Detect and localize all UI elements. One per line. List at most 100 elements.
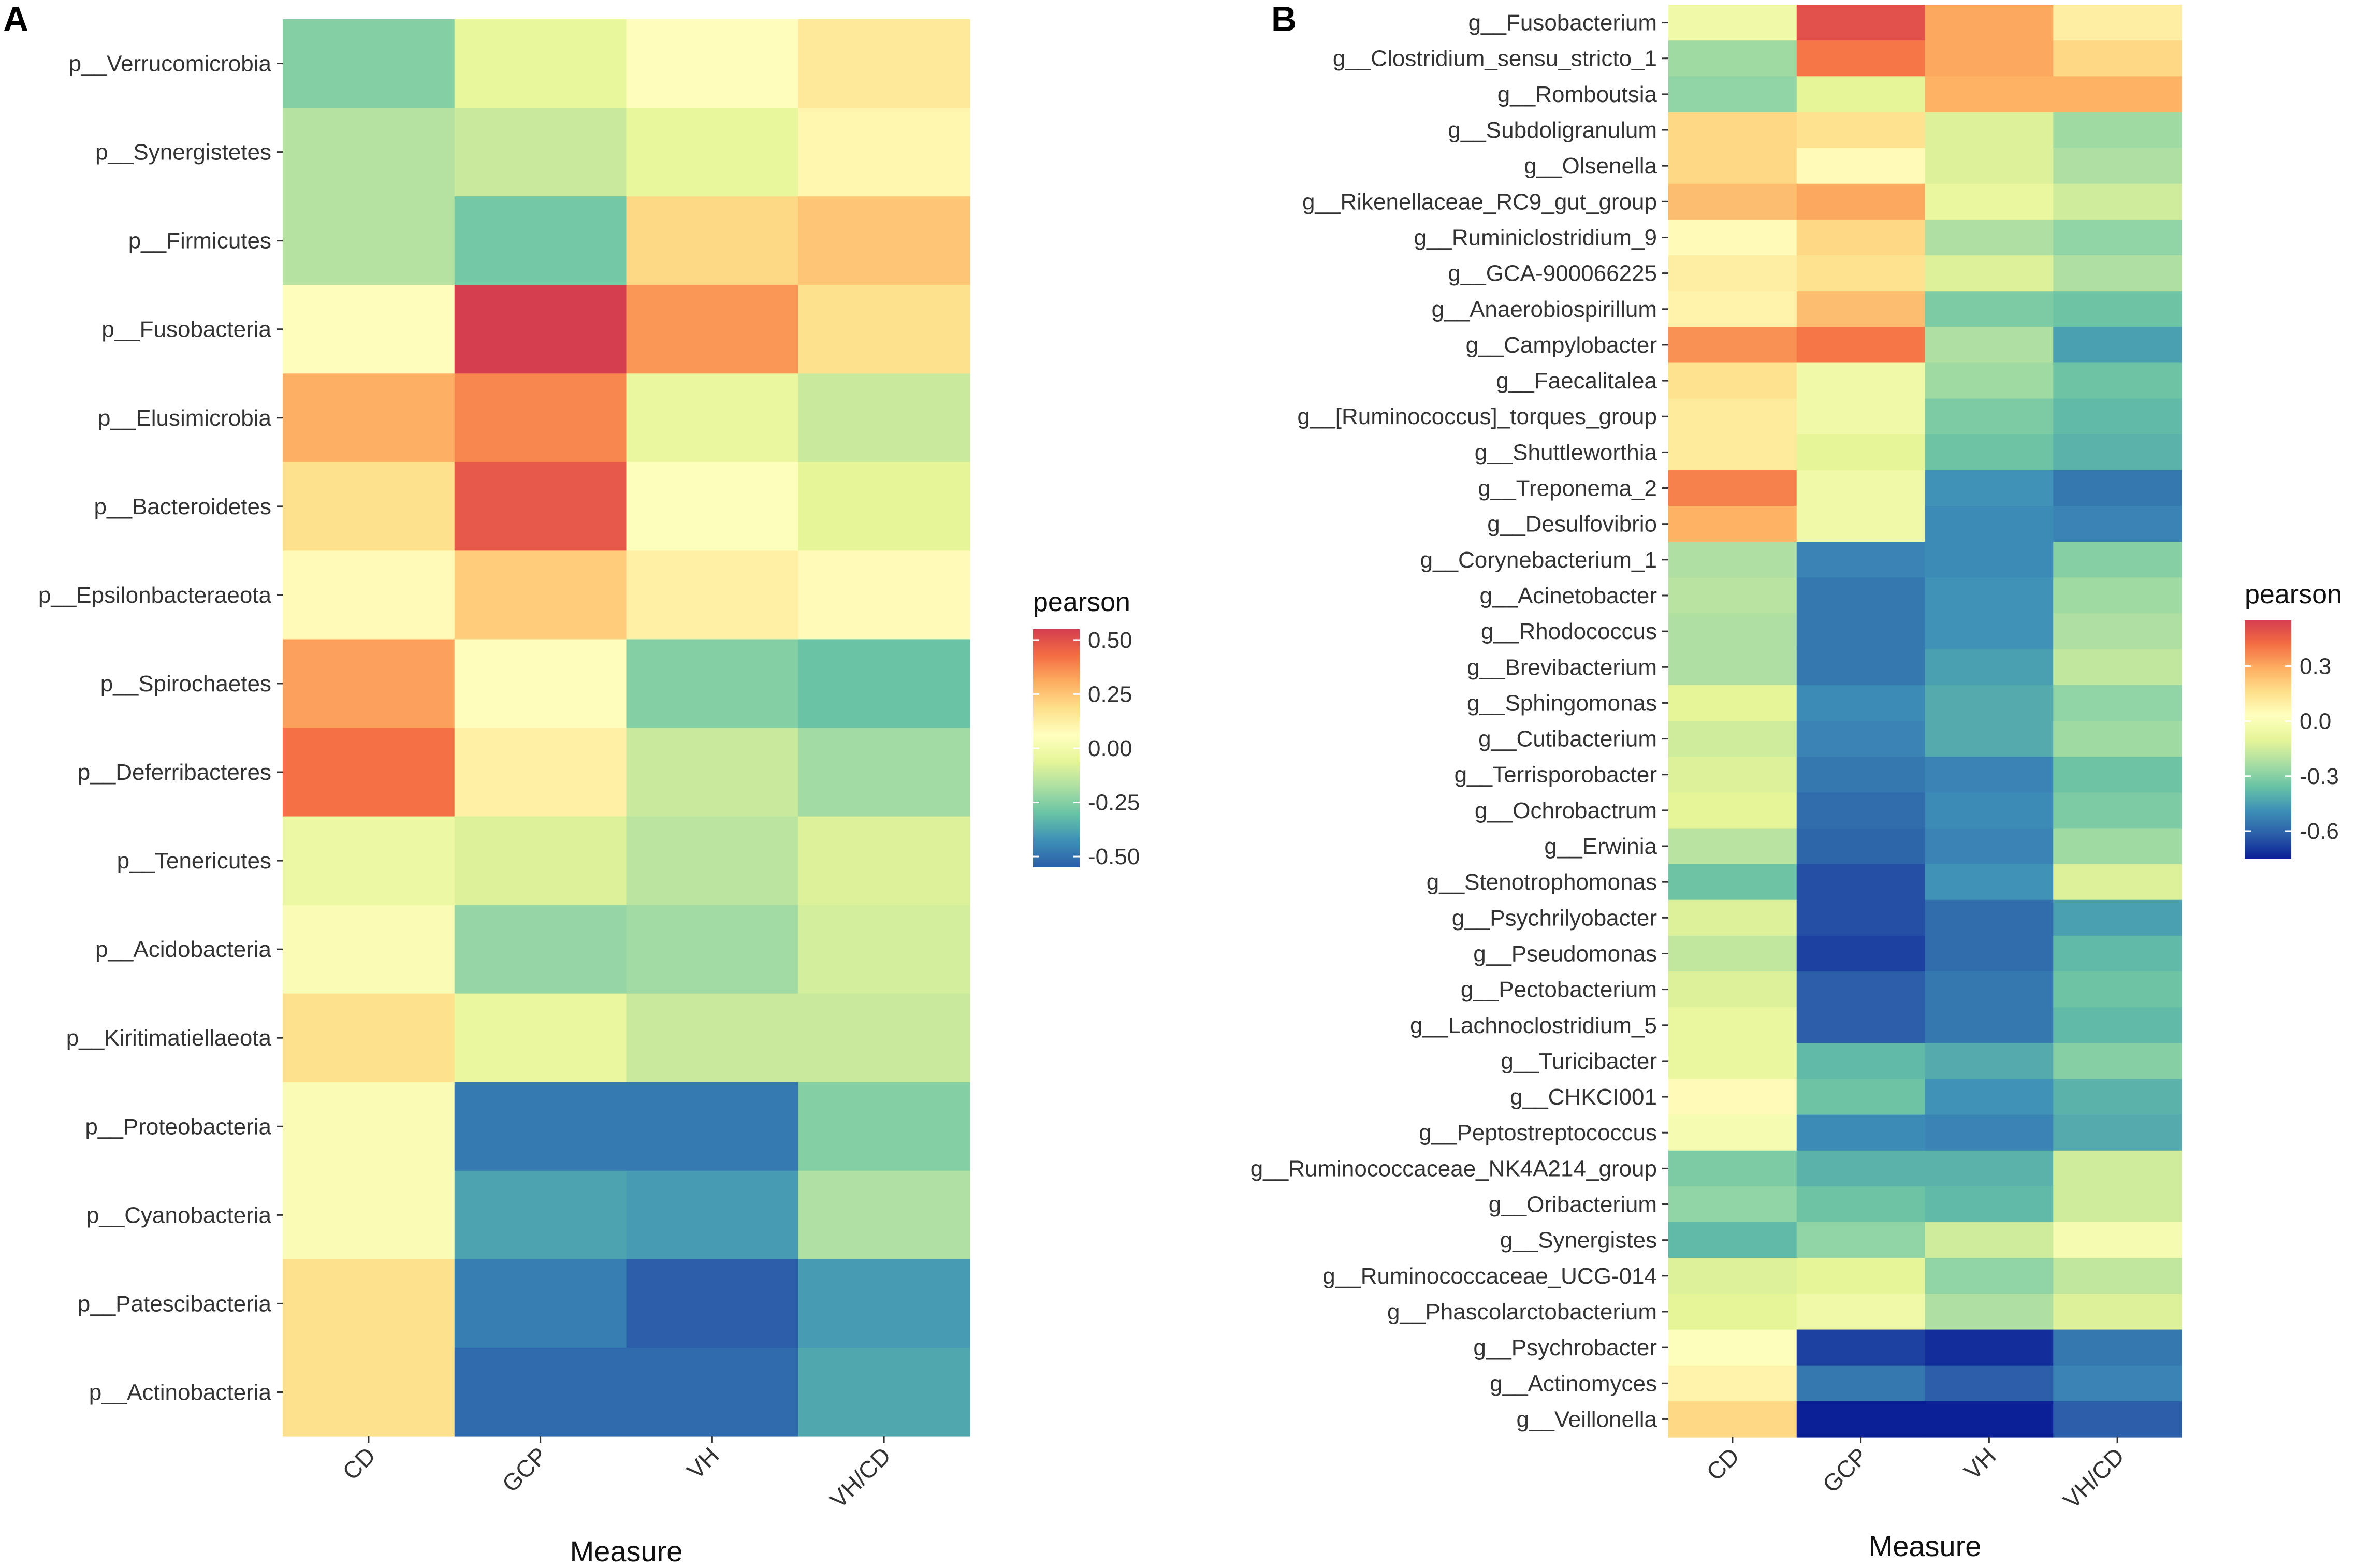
heatmap-cell — [1925, 506, 2054, 542]
heatmap-cell — [1796, 1007, 1926, 1043]
heatmap-cell — [798, 1082, 970, 1171]
row-label: p__Actinobacteria — [89, 1380, 272, 1405]
heatmap-cell — [1796, 112, 1926, 149]
heatmap-cell — [2053, 1222, 2182, 1258]
heatmap-cell — [1796, 577, 1926, 614]
heatmap-cell — [1668, 219, 1797, 256]
heatmap-cell — [1668, 721, 1797, 757]
heatmap-cell — [1796, 1258, 1926, 1294]
heatmap-cell — [1668, 935, 1797, 972]
heatmap-cell — [454, 285, 627, 374]
row-label: p__Firmicutes — [128, 228, 271, 254]
heatmap-cell — [626, 639, 798, 729]
row-label: p__Fusobacteria — [101, 317, 271, 342]
row-label: g__Ruminiclostridium_9 — [1414, 225, 1657, 250]
row-label: g__Pectobacterium — [1461, 977, 1657, 1003]
legend-title: pearson — [1033, 587, 1130, 617]
heatmap-cell — [1668, 1150, 1797, 1187]
heatmap-cell — [1668, 362, 1797, 399]
heatmap-cell — [1925, 327, 2054, 364]
heatmap-cell — [1668, 148, 1797, 184]
heatmap-cell — [1668, 1365, 1797, 1402]
heatmap-cell — [1925, 255, 2054, 292]
heatmap-cell — [283, 108, 455, 197]
legend-colorbar — [2245, 620, 2291, 859]
heatmap-cell — [1796, 148, 1926, 184]
legend-tick-label: 0.50 — [1088, 628, 1132, 653]
heatmap-cell — [2053, 1114, 2182, 1151]
heatmap-cell — [454, 550, 627, 640]
heatmap-cell — [454, 1082, 627, 1171]
heatmap-cell — [2053, 40, 2182, 77]
heatmap-cell — [283, 993, 455, 1083]
heatmap-cell — [2053, 112, 2182, 149]
row-label: g__Rhodococcus — [1481, 619, 1657, 644]
heatmap-cell — [2053, 1150, 2182, 1187]
heatmap-cell — [454, 196, 627, 285]
legend-tick-label: -0.3 — [2300, 764, 2339, 789]
heatmap-cell — [454, 816, 627, 906]
row-label: p__Verrucomicrobia — [69, 51, 272, 77]
row-label: g__Romboutsia — [1497, 82, 1657, 107]
heatmap-cell — [2053, 792, 2182, 829]
heatmap-cell — [2053, 542, 2182, 578]
heatmap-cell — [1925, 1365, 2054, 1402]
row-label: g__Ruminococcaceae_NK4A214_group — [1250, 1156, 1657, 1181]
heatmap-cell — [1796, 255, 1926, 292]
heatmap-cell — [1668, 5, 1797, 41]
heatmap-cell — [2053, 1258, 2182, 1294]
heatmap-cell — [1668, 1222, 1797, 1258]
row-label: g__Psychrobacter — [1473, 1335, 1657, 1360]
heatmap-cell — [2053, 757, 2182, 793]
heatmap-cell — [626, 1259, 798, 1348]
heatmap-cell — [1796, 1186, 1926, 1223]
heatmap-cell — [1925, 362, 2054, 399]
heatmap-panel-b: g__Fusobacterium g__Clostridium_sensu_str… — [1250, 5, 2342, 1562]
heatmap-cell — [1668, 971, 1797, 1008]
heatmap-cell — [283, 550, 455, 640]
heatmap-cell — [1925, 1079, 2054, 1115]
row-label: g__Phascolarctobacterium — [1387, 1299, 1657, 1325]
heatmap-cell — [1925, 1114, 2054, 1151]
heatmap-cell — [626, 108, 798, 197]
heatmap-cell — [2053, 291, 2182, 327]
heatmap-cell — [1925, 864, 2054, 901]
heatmap-cell — [1925, 219, 2054, 256]
heatmap-cell — [1925, 398, 2054, 435]
heatmap-cell — [2053, 398, 2182, 435]
heatmap-cell — [798, 905, 970, 994]
heatmap-cell — [626, 728, 798, 817]
heatmap-cell — [283, 462, 455, 551]
heatmap-cell — [2053, 828, 2182, 865]
heatmap-cell — [798, 1170, 970, 1260]
heatmap-cell — [1796, 40, 1926, 77]
heatmap-cell — [454, 373, 627, 462]
heatmap-cell — [1796, 1401, 1926, 1438]
legend-tick-label: 0.0 — [2300, 709, 2331, 734]
heatmap-cell — [1925, 1258, 2054, 1294]
heatmap-cell — [1925, 1329, 2054, 1366]
heatmap-cell — [1796, 1365, 1926, 1402]
row-label: g__Campylobacter — [1466, 332, 1657, 358]
x-axis-title: Measure — [570, 1535, 683, 1567]
heatmap-cell — [2053, 935, 2182, 972]
heatmap-cell — [2053, 1294, 2182, 1330]
heatmap-cell — [626, 1347, 798, 1437]
heatmap-cell — [1668, 1007, 1797, 1043]
heatmap-cell — [626, 905, 798, 994]
row-label: g__Pseudomonas — [1473, 941, 1657, 966]
legend-tick-label: 0.25 — [1088, 681, 1132, 707]
heatmap-cell — [1925, 1294, 2054, 1330]
row-label: g__Treponema_2 — [1478, 476, 1657, 501]
row-label: g__Synergistes — [1500, 1228, 1657, 1253]
heatmap-cell — [2053, 721, 2182, 757]
heatmap-cell — [1925, 76, 2054, 113]
heatmap-cell — [2053, 255, 2182, 292]
heatmap-cell — [454, 1347, 627, 1437]
heatmap-cell — [1668, 434, 1797, 471]
heatmap-cell — [1796, 935, 1926, 972]
heatmap-cell — [1668, 183, 1797, 220]
row-label: g__CHKCI001 — [1510, 1084, 1657, 1110]
row-label: g__[Ruminococcus]_torques_group — [1297, 404, 1657, 429]
heatmap-cell — [454, 462, 627, 551]
